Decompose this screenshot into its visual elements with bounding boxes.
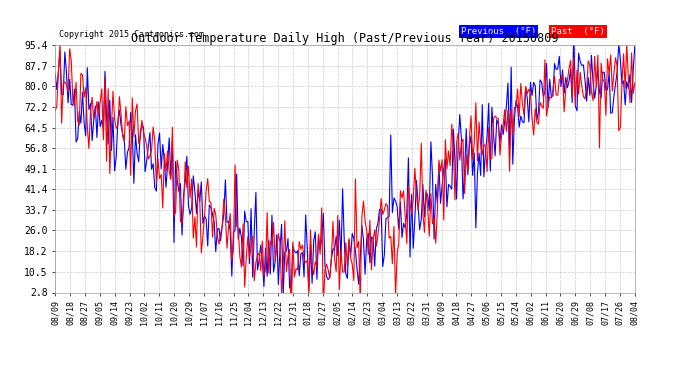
Text: Copyright 2015 Cartronics.com: Copyright 2015 Cartronics.com: [59, 30, 204, 39]
Text: Previous  (°F): Previous (°F): [461, 27, 536, 36]
Title: Outdoor Temperature Daily High (Past/Previous Year) 20150809: Outdoor Temperature Daily High (Past/Pre…: [131, 32, 559, 45]
Text: Past  (°F): Past (°F): [551, 27, 604, 36]
